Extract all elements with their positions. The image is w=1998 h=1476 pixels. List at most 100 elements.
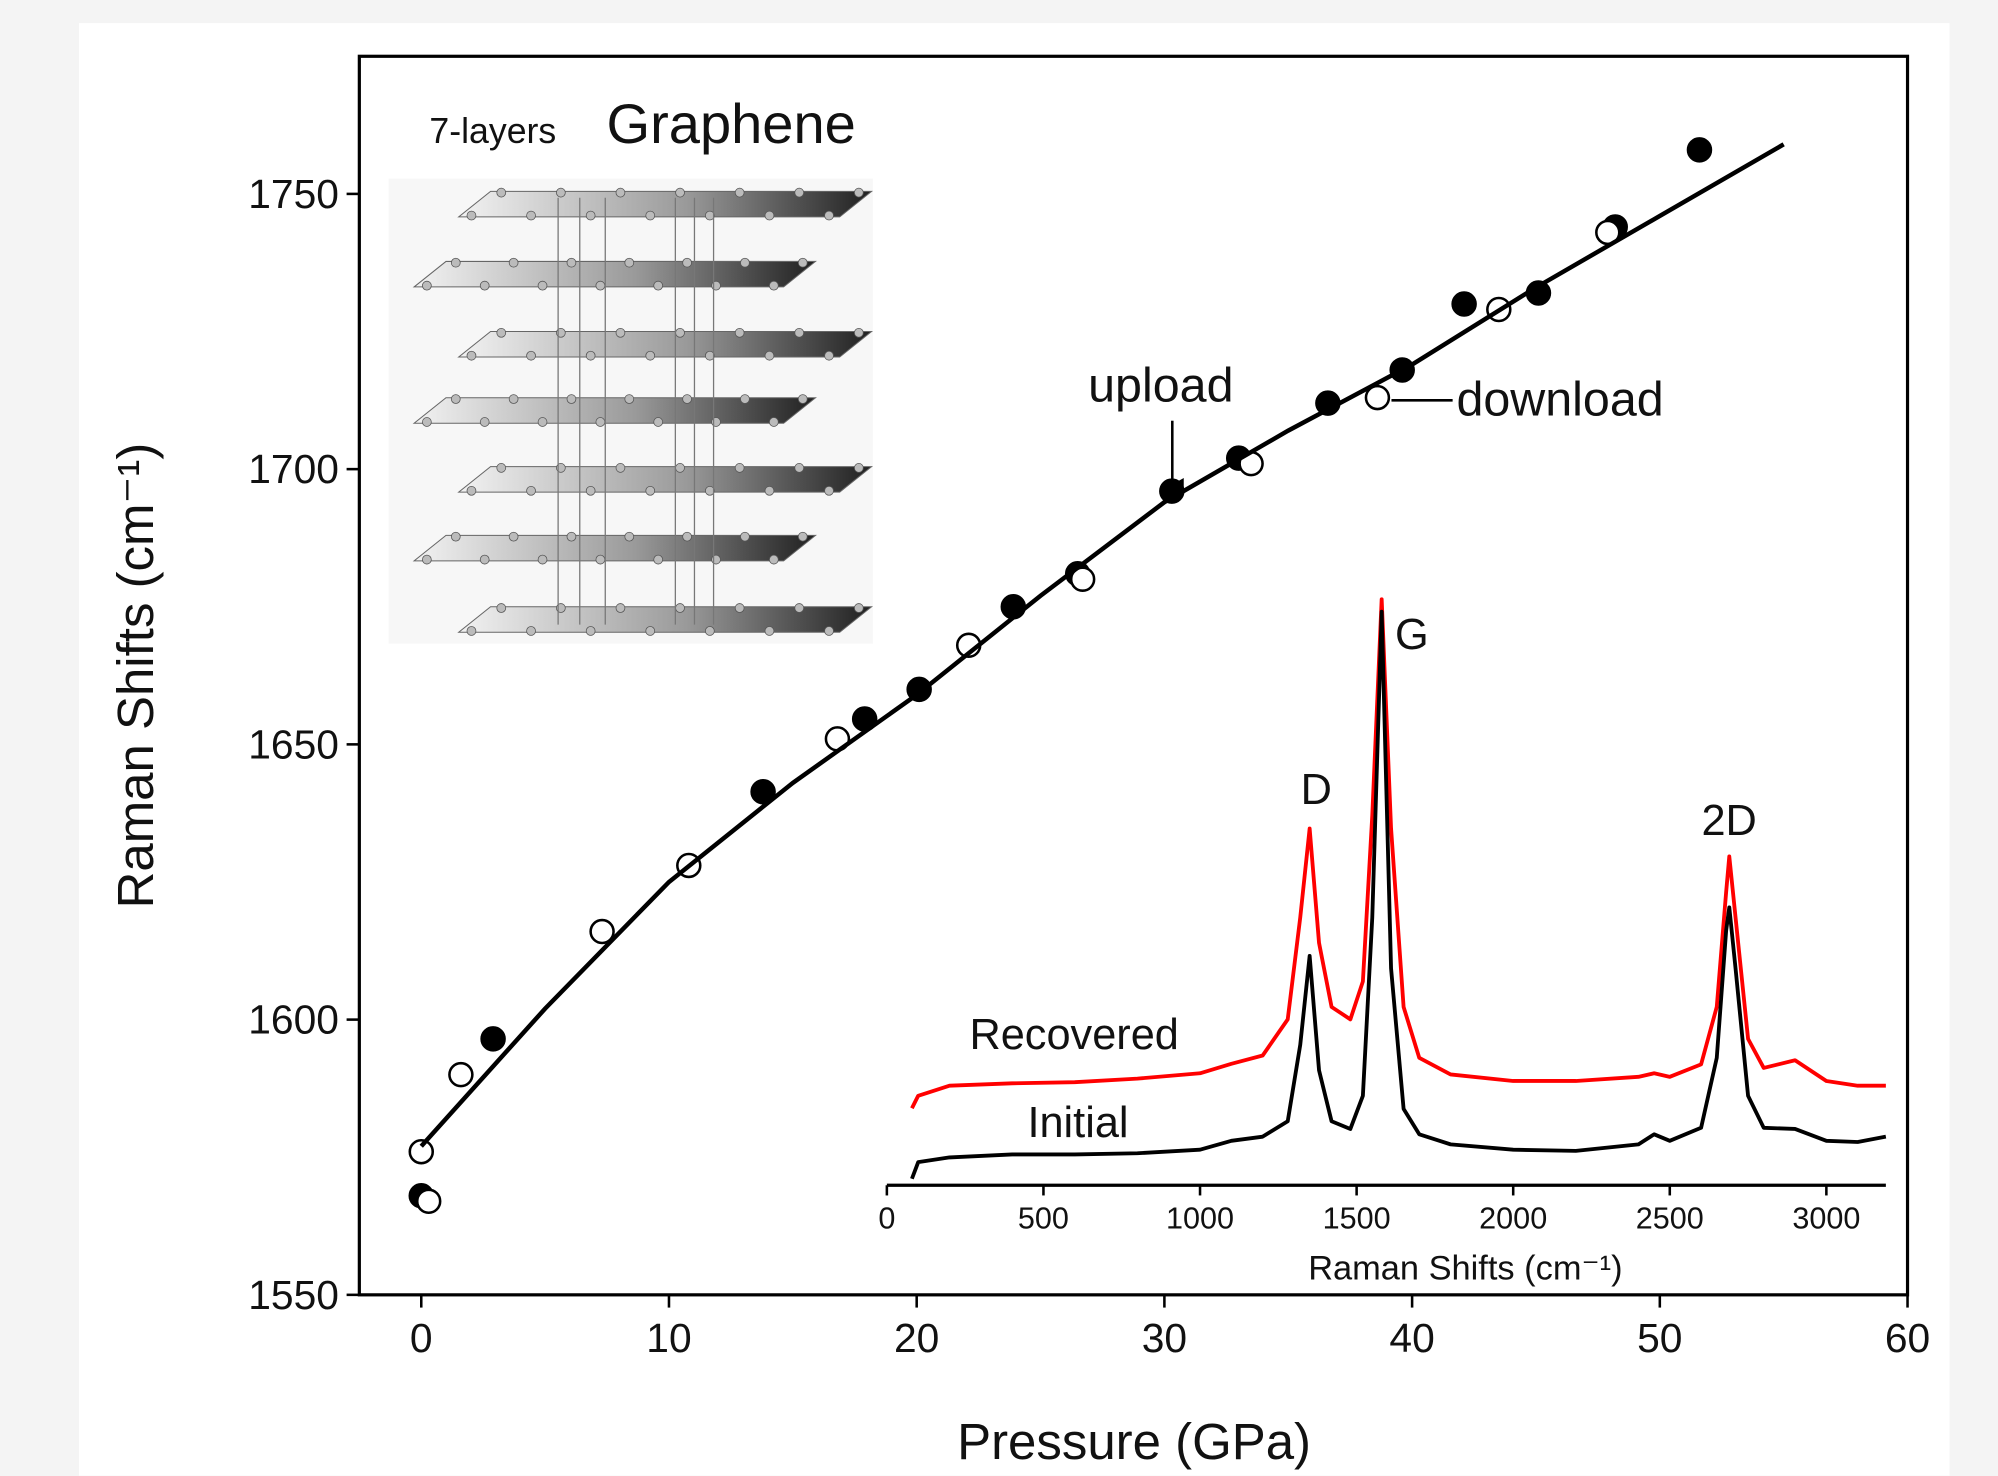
atom [537,417,548,427]
atom [615,463,626,473]
atom [794,187,805,198]
graphene-layers [412,187,874,636]
atom [537,554,548,565]
x-tick-label: 10 [646,1315,691,1361]
filled-point [750,778,776,805]
atom [422,554,432,565]
atom [711,417,721,427]
graphene-sheet [457,190,874,218]
atom [740,257,750,268]
atom [705,626,715,636]
atom [740,531,750,542]
atom [705,350,715,361]
atom [764,350,775,361]
y-tick-label: 1700 [248,446,339,492]
inset-x-tick-label: 1500 [1323,1202,1391,1236]
x-tick-label: 40 [1389,1315,1434,1361]
open-point [1364,384,1391,411]
y-axis-label: Raman Shifts (cm⁻¹) [107,443,164,909]
open-point [448,1061,474,1088]
annotation: Graphene [607,92,856,155]
x-tick-label: 60 [1885,1315,1930,1361]
atom [645,485,656,496]
inset-x-tick-label: 2500 [1636,1202,1704,1236]
atom [537,280,548,291]
atom [450,531,461,542]
fit-line [419,142,1785,1148]
atom [615,603,626,613]
series-label: Recovered [969,1011,1178,1059]
filled-point [1686,137,1713,163]
atom [645,350,656,361]
atom [479,417,490,427]
atom [595,280,606,291]
atom [566,394,577,404]
annotation: 7-layers [429,111,556,151]
atom [682,257,692,268]
open-point [589,918,615,945]
atom [466,210,477,221]
atom [794,327,805,338]
graphene-sheet [412,534,817,562]
atom [595,417,606,427]
x-tick-label: 0 [410,1315,433,1361]
atom [526,485,536,496]
inset-x-tick-label: 3000 [1792,1202,1860,1236]
atom [675,603,685,613]
open-point [415,1188,442,1215]
atom [824,485,834,496]
atom [711,554,721,565]
atom [764,210,775,221]
atom [853,603,864,613]
atom [508,531,519,542]
series-label: upload [1088,359,1233,413]
atom [734,463,745,473]
atom [450,257,461,268]
graphene-sheet [457,466,874,493]
atom [466,350,477,361]
atom [740,394,750,404]
atom [556,187,566,198]
atom [496,187,507,198]
spectrum-line [910,609,1887,1180]
atom [526,210,536,221]
atom [675,463,685,473]
atom [508,394,519,404]
inset-x-tick-label: 0 [878,1202,895,1236]
atom [645,210,656,221]
atom [624,257,635,268]
atom [479,554,490,565]
atom [797,257,808,268]
open-point [408,1138,435,1165]
atom [769,417,779,427]
x-axis-label: Pressure (GPa) [957,1413,1311,1470]
atom [466,485,477,496]
x-tick-label: 20 [894,1315,939,1361]
graphene-sheet [412,260,817,288]
graphene-sheet [457,331,874,358]
atom [496,463,507,473]
atom [794,603,805,613]
graphene-sheet [457,606,874,633]
spectrum-line [910,597,1886,1110]
atom [734,327,745,338]
atom [797,394,808,404]
atom [615,187,626,198]
atom [526,626,536,636]
atom [764,626,775,636]
peak-label: G [1395,611,1429,659]
atom [585,485,596,496]
atom [526,350,536,361]
atom [653,417,664,427]
y-tick-label: 1650 [248,721,339,767]
atom [769,280,779,291]
atom [422,417,432,427]
atom [797,531,808,542]
peak-label: D [1301,766,1332,814]
atom [624,394,635,404]
atom [422,280,432,291]
atom [853,327,864,338]
atom [682,531,692,542]
